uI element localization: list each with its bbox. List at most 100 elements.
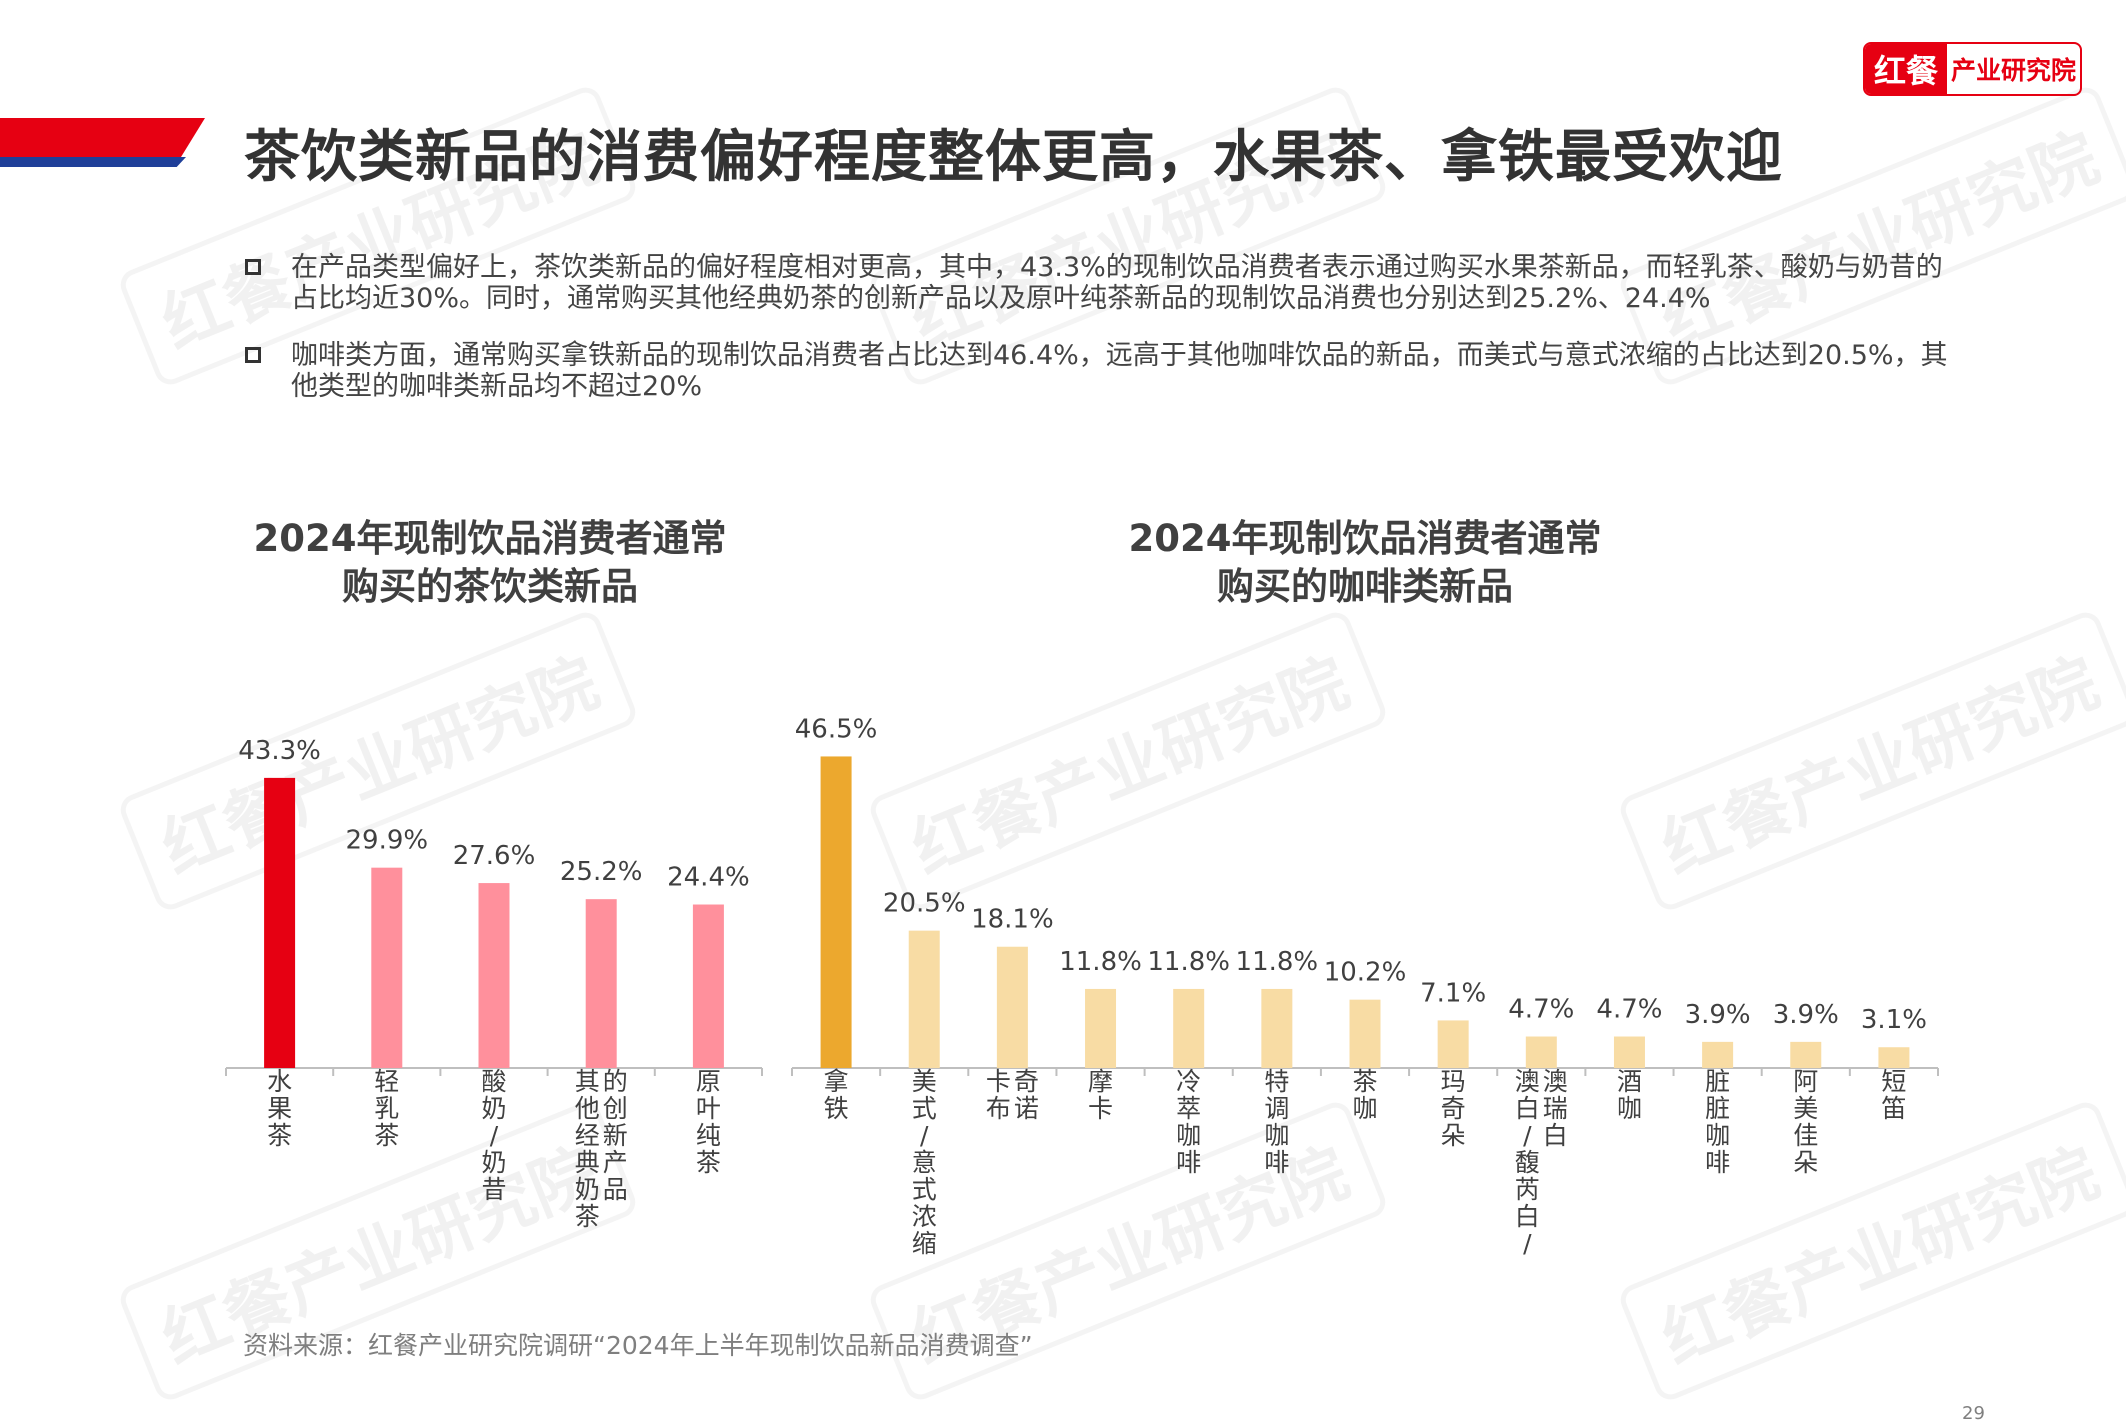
category-label-char: 特 xyxy=(1264,1067,1289,1096)
category-label-char: 诺 xyxy=(1014,1094,1039,1123)
chart-title-line: 2024年现制饮品消费者通常 xyxy=(253,517,727,560)
bullet-text: 在产品类型偏好上，茶饮类新品的偏好程度相对更高，其中，43.3%的现制饮品消费者… xyxy=(291,252,1943,314)
data-label: 3.9% xyxy=(1685,1000,1751,1030)
chart-title-line: 2024年现制饮品消费者通常 xyxy=(1128,517,1602,560)
category-label-char: 卡 xyxy=(1088,1094,1113,1123)
bar xyxy=(585,899,617,1068)
bar xyxy=(264,777,296,1068)
category-label-char: 昔 xyxy=(481,1175,506,1204)
category-label-char: 乳 xyxy=(374,1094,399,1123)
category-label-char: 典 xyxy=(575,1148,600,1177)
category-label-char: 咖 xyxy=(1705,1121,1730,1150)
bullet-square-icon xyxy=(245,259,261,275)
category-label-char: 意 xyxy=(912,1148,937,1177)
data-label: 46.5% xyxy=(795,714,878,744)
category-label-char: 啡 xyxy=(1176,1148,1201,1177)
bar xyxy=(1349,999,1381,1068)
category-label-char: 咖 xyxy=(1176,1121,1201,1150)
bar xyxy=(820,756,852,1068)
bar xyxy=(1613,1036,1645,1068)
category-label-char: / xyxy=(1523,1229,1532,1258)
category-label-char: 酒 xyxy=(1617,1067,1642,1096)
bar xyxy=(371,867,403,1068)
category-label-char: 美 xyxy=(912,1067,937,1096)
category-label-char: 馥 xyxy=(1515,1148,1540,1177)
logo-mark: 红餐 xyxy=(1865,44,1947,94)
category-label-char: 茶 xyxy=(374,1121,399,1150)
category-label-char: 奇 xyxy=(1441,1094,1466,1123)
category-label-char: 水 xyxy=(267,1067,292,1096)
category-label-char: / xyxy=(1523,1121,1532,1150)
category-label-char: 佳 xyxy=(1793,1121,1818,1150)
category-label-char: 阿 xyxy=(1793,1067,1818,1096)
category-label-char: 笛 xyxy=(1881,1094,1906,1123)
data-label: 11.8% xyxy=(1147,947,1230,977)
category-label-char: 白 xyxy=(1515,1094,1540,1123)
data-label: 4.7% xyxy=(1508,995,1574,1025)
category-label-char: 果 xyxy=(267,1094,292,1123)
chart-title: 2024年现制饮品消费者通常 购买的咖啡类新品 xyxy=(1065,515,1665,611)
data-label: 11.8% xyxy=(1059,947,1142,977)
category-label-char: 缩 xyxy=(912,1229,937,1258)
category-label-char: 的 xyxy=(603,1067,628,1096)
data-label: 24.4% xyxy=(667,863,750,893)
category-label-char: 经 xyxy=(575,1121,600,1150)
category-label-char: 轻 xyxy=(374,1067,399,1096)
category-label-char: 啡 xyxy=(1705,1148,1730,1177)
category-label-char: 酸 xyxy=(481,1067,506,1096)
category-label-char: / xyxy=(920,1121,929,1150)
data-label: 43.3% xyxy=(238,736,321,766)
bar xyxy=(1261,988,1293,1068)
category-label-char: 澳 xyxy=(1543,1067,1568,1096)
category-label-char: 啡 xyxy=(1264,1148,1289,1177)
category-label-char: 奇 xyxy=(1014,1067,1039,1096)
category-label-char: 创 xyxy=(603,1094,628,1123)
header-accent-stripe xyxy=(0,157,186,167)
category-label-char: 原 xyxy=(696,1067,721,1096)
category-label-char: 朵 xyxy=(1793,1148,1818,1177)
category-label-char: 产 xyxy=(603,1148,628,1177)
category-label-char: 调 xyxy=(1264,1094,1289,1123)
category-label-char: 澳 xyxy=(1515,1067,1540,1096)
category-label-char: 茶 xyxy=(1352,1067,1377,1096)
category-label-char: 品 xyxy=(603,1175,628,1204)
chart-title-line: 购买的咖啡类新品 xyxy=(1217,565,1513,608)
bar xyxy=(996,946,1028,1068)
source-note: 资料来源：红餐产业研究院调研“2024年上半年现制饮品新品消费调查” xyxy=(243,1331,1033,1360)
logo-text: 产业研究院 xyxy=(1950,56,2076,85)
category-label-char: 纯 xyxy=(696,1121,721,1150)
bar xyxy=(1525,1036,1557,1068)
bar xyxy=(1173,988,1205,1068)
bar xyxy=(1702,1041,1734,1068)
category-label-char: 脏 xyxy=(1705,1067,1730,1096)
category-label-char: 式 xyxy=(912,1175,937,1204)
category-label-char: 白 xyxy=(1543,1121,1568,1150)
category-label-char: 他 xyxy=(575,1094,600,1123)
page-title: 茶饮类新品的消费偏好程度整体更高，水果茶、拿铁最受欢迎 xyxy=(244,125,1783,190)
category-label-char: 咖 xyxy=(1352,1094,1377,1123)
data-label: 7.1% xyxy=(1420,978,1486,1008)
bar xyxy=(692,904,724,1068)
category-label-char: 咖 xyxy=(1264,1121,1289,1150)
category-label-char: 朵 xyxy=(1441,1121,1466,1150)
category-label-char: 茶 xyxy=(267,1121,292,1150)
data-label: 3.1% xyxy=(1861,1005,1927,1035)
category-label-char: 茶 xyxy=(575,1202,600,1231)
brand-logo: 红餐 产业研究院 xyxy=(1863,42,2082,96)
header-accent-band xyxy=(0,118,205,158)
category-label-char: 卡 xyxy=(986,1067,1011,1096)
category-label-char: 白 xyxy=(1515,1202,1540,1231)
category-label-char: 玛 xyxy=(1441,1067,1466,1096)
data-label: 3.9% xyxy=(1773,1000,1839,1030)
category-label-char: 浓 xyxy=(912,1202,937,1231)
category-label-char: 茶 xyxy=(696,1148,721,1177)
bar xyxy=(908,930,940,1068)
data-label: 27.6% xyxy=(453,841,536,871)
chart-title: 2024年现制饮品消费者通常 购买的茶饮类新品 xyxy=(190,515,790,611)
bullet-square-icon xyxy=(245,347,261,363)
data-label: 10.2% xyxy=(1324,958,1407,988)
category-label-char: 冷 xyxy=(1176,1067,1201,1096)
category-label-char: 短 xyxy=(1881,1067,1906,1096)
category-label-char: 芮 xyxy=(1515,1175,1540,1204)
data-label: 4.7% xyxy=(1596,995,1662,1025)
